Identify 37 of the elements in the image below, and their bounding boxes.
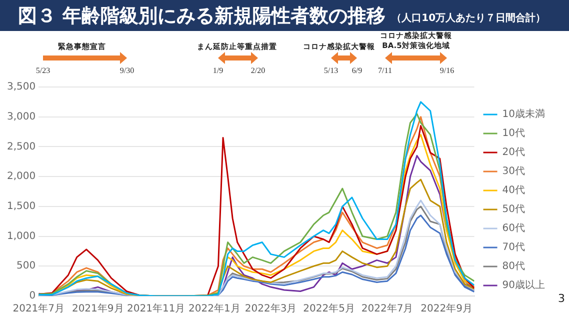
y-tick-label: 3,000	[6, 111, 36, 122]
text: 7/11	[377, 66, 393, 75]
x-tick-label: 2021年11月	[127, 302, 186, 315]
text: 6/9	[350, 66, 364, 75]
y-tick-label: 3,500	[6, 82, 36, 93]
legend-label: 20代	[502, 147, 526, 158]
legend-label: 80代	[502, 261, 526, 272]
y-tick-label: 0	[29, 290, 36, 302]
x-tick-label: 2021年7月	[12, 302, 65, 315]
y-tick-label: 500	[16, 260, 36, 272]
legend-label: 90歳以上	[502, 279, 546, 292]
legend-label: 70代	[502, 242, 526, 254]
legend-label: 10代	[502, 128, 526, 140]
text: 2/20	[250, 66, 266, 75]
legend-label: 50代	[502, 204, 526, 216]
text: 9/16	[438, 66, 456, 75]
x-tick-label: 2021年9月	[72, 302, 124, 315]
x-tick-label: 2022年9月	[420, 302, 472, 315]
text: 5/23	[34, 66, 52, 75]
y-tick-label: 1,000	[6, 230, 36, 242]
x-tick-label: 2022年1月	[188, 302, 240, 315]
y-tick-label: 1,500	[6, 201, 36, 212]
text: 9/30	[118, 66, 136, 75]
chart-title: 図３ 年齢階級別にみる新規陽性者数の推移	[18, 4, 386, 28]
x-tick-label: 2022年3月	[244, 302, 297, 315]
legend-label: 60代	[502, 223, 526, 234]
text: 1/9	[212, 66, 224, 75]
text: 5/13	[322, 66, 340, 75]
legend-label: 10歳未満	[502, 108, 546, 120]
x-tick-label: 2022年5月	[303, 302, 355, 315]
y-tick-label: 2,500	[6, 141, 36, 152]
legend-label: 40代	[502, 185, 526, 196]
legend-label: 30代	[502, 166, 526, 178]
chart-subtitle: （人口10万人あたり７日間合計）	[392, 12, 546, 24]
y-tick-label: 2,000	[6, 171, 36, 182]
x-tick-label: 2022年7月	[361, 302, 414, 315]
text: 3	[558, 292, 565, 305]
